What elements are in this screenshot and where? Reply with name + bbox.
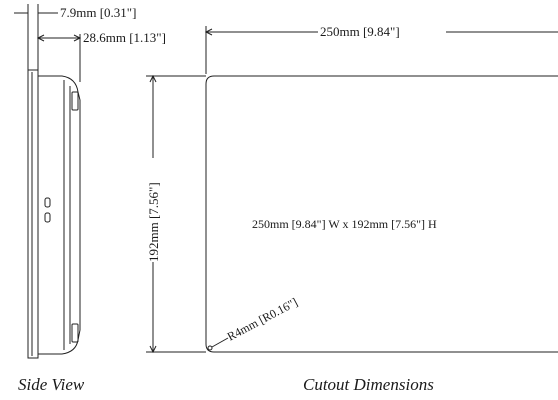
height-arrow-top bbox=[149, 74, 157, 83]
corner-radius-label: R4mm [R0.16"] bbox=[225, 295, 300, 344]
depth-dimension-label: 28.6mm [1.13"] bbox=[83, 30, 166, 45]
height-dimension-label: 192mm [7.56"] bbox=[146, 182, 161, 262]
radius-leader-dot bbox=[207, 345, 213, 351]
cutout-caption: Cutout Dimensions bbox=[303, 375, 434, 394]
depth-arrow-left bbox=[36, 34, 45, 42]
width-arrow-left bbox=[204, 28, 213, 36]
width-dimension-label: 250mm [9.84"] bbox=[320, 24, 400, 39]
cutout-size-text: 250mm [9.84"] W x 192mm [7.56"] H bbox=[252, 217, 437, 231]
rear-feature-top bbox=[71, 91, 79, 111]
height-arrow-bottom bbox=[149, 345, 157, 354]
side-port-1 bbox=[44, 197, 51, 208]
side-view bbox=[14, 4, 82, 359]
housing-outline bbox=[38, 75, 81, 355]
bezel-dimension-label: 7.9mm [0.31"] bbox=[60, 5, 136, 20]
cutout-view bbox=[146, 26, 558, 354]
cutout-outline bbox=[205, 75, 558, 353]
radius-leader bbox=[211, 337, 229, 348]
depth-arrow bbox=[73, 34, 82, 42]
side-view-caption: Side View bbox=[18, 375, 85, 394]
rear-feature-bottom bbox=[71, 323, 79, 343]
front-bezel bbox=[27, 69, 39, 359]
side-port-2 bbox=[44, 212, 51, 223]
